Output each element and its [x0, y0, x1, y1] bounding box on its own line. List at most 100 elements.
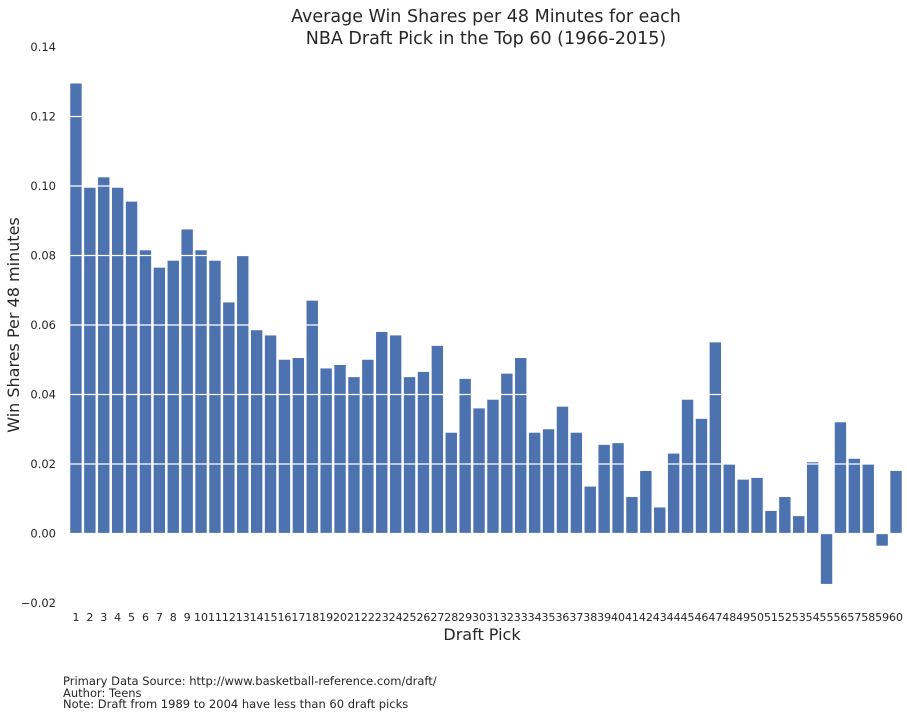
x-tick-label: 59: [875, 611, 889, 624]
bar-pick-59: [876, 533, 888, 546]
bar-pick-27: [431, 345, 444, 534]
bar-pick-24: [389, 335, 402, 534]
y-tick-label: 0.00: [30, 527, 56, 541]
x-tick-label: 13: [236, 611, 250, 624]
chart-footer: Primary Data Source: http://www.basketba…: [63, 674, 437, 711]
bar-pick-36: [556, 406, 569, 534]
x-tick-label: 37: [569, 611, 583, 624]
x-tick-label: 5: [128, 611, 135, 624]
x-tick-label: 46: [694, 611, 708, 624]
bar-pick-12: [223, 302, 235, 534]
x-tick-label: 19: [319, 611, 333, 624]
x-tick-label: 49: [736, 611, 750, 624]
bar-pick-28: [445, 432, 457, 534]
bar-pick-15: [264, 335, 277, 534]
y-tick-label: 0.06: [30, 318, 56, 332]
bar-pick-41: [626, 497, 638, 534]
x-tick-label: 14: [250, 611, 264, 624]
x-tick-label: 6: [142, 611, 149, 624]
bar-pick-42: [640, 470, 652, 534]
bar-pick-6: [139, 250, 152, 534]
bar-pick-25: [403, 377, 416, 534]
bar-pick-1: [70, 83, 82, 534]
bar-pick-44: [667, 453, 680, 534]
x-tick-label: 30: [472, 611, 486, 624]
y-tick-label: 0.04: [30, 388, 56, 402]
bar-pick-34: [528, 432, 541, 534]
bar-pick-35: [542, 429, 555, 534]
x-tick-label: 35: [542, 611, 556, 624]
bar-pick-58: [862, 464, 874, 534]
x-tick-label: 4: [114, 611, 121, 624]
bar-pick-20: [334, 364, 346, 534]
x-tick-label: 22: [361, 611, 375, 624]
bar-pick-18: [306, 300, 318, 534]
x-tick-label: 3: [100, 611, 107, 624]
bar-pick-10: [195, 250, 207, 534]
x-tick-label: 10: [194, 611, 208, 624]
y-tick-labels: −0.02 0.00 0.02 0.04 0.06 0.08 0.10 0.12 0.14: [21, 40, 56, 610]
x-tick-label: 2: [86, 611, 93, 624]
footer-note: Note: Draft from 1989 to 2004 have less …: [63, 697, 409, 711]
x-tick-label: 38: [583, 611, 597, 624]
bar-pick-22: [362, 359, 374, 534]
x-tick-label: 42: [639, 611, 653, 624]
bar-pick-55: [820, 533, 833, 584]
x-tick-label: 39: [597, 611, 611, 624]
bar-pick-3: [98, 177, 110, 534]
bar-pick-57: [848, 458, 861, 534]
x-tick-label: 29: [458, 611, 472, 624]
x-tick-label: 15: [264, 611, 278, 624]
bars-group: [70, 83, 902, 584]
bar-pick-11: [209, 260, 221, 534]
x-tick-label: 12: [222, 611, 236, 624]
x-tick-label: 8: [170, 611, 177, 624]
y-tick-label: 0.14: [30, 40, 56, 54]
x-tick-label: 41: [625, 611, 639, 624]
bar-pick-32: [501, 373, 513, 534]
bar-pick-23: [376, 331, 388, 534]
bar-pick-53: [793, 516, 805, 534]
x-tick-label: 32: [500, 611, 514, 624]
bar-pick-49: [737, 479, 749, 534]
y-tick-label: 0.08: [30, 249, 56, 263]
x-tick-label: 31: [486, 611, 500, 624]
bar-pick-2: [84, 187, 96, 534]
chart-title: Average Win Shares per 48 Minutes for ea…: [291, 7, 681, 49]
bar-pick-7: [153, 267, 166, 534]
bar-pick-52: [779, 497, 791, 534]
y-tick-label: 0.12: [30, 110, 56, 124]
bar-pick-33: [515, 358, 527, 534]
x-tick-label: 52: [778, 611, 792, 624]
x-tick-label: 54: [806, 611, 820, 624]
x-tick-label: 56: [833, 611, 847, 624]
bar-pick-51: [765, 510, 777, 534]
bar-pick-48: [723, 464, 735, 534]
x-tick-label: 53: [792, 611, 806, 624]
bar-pick-8: [167, 260, 179, 534]
footer-source: Primary Data Source: http://www.basketba…: [63, 674, 437, 688]
bar-pick-39: [598, 444, 610, 534]
x-tick-label: 1: [72, 611, 79, 624]
x-tick-label: 50: [750, 611, 764, 624]
y-axis-label: Win Shares Per 48 minutes: [4, 217, 23, 433]
x-tick-label: 28: [444, 611, 458, 624]
x-axis-label: Draft Pick: [443, 625, 521, 644]
x-tick-label: 47: [708, 611, 722, 624]
bar-pick-17: [292, 358, 305, 534]
x-tick-label: 36: [555, 611, 569, 624]
bar-pick-26: [417, 371, 430, 534]
x-tick-label: 51: [764, 611, 778, 624]
bar-pick-60: [890, 470, 902, 534]
bar-pick-9: [181, 229, 193, 534]
x-tick-label: 24: [389, 611, 403, 624]
x-tick-label: 25: [403, 611, 417, 624]
x-tick-label: 48: [722, 611, 736, 624]
x-tick-label: 16: [277, 611, 291, 624]
bar-pick-5: [125, 201, 138, 534]
bar-pick-37: [570, 432, 583, 534]
bar-pick-31: [487, 399, 499, 534]
bar-pick-19: [320, 368, 332, 534]
x-tick-label: 55: [820, 611, 834, 624]
